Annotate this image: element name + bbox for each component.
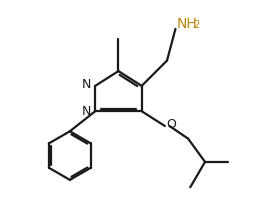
Text: O: O	[166, 119, 176, 131]
Text: NH: NH	[176, 16, 197, 31]
Text: 2: 2	[193, 21, 199, 30]
Text: N: N	[82, 78, 91, 91]
Text: N: N	[82, 105, 91, 118]
